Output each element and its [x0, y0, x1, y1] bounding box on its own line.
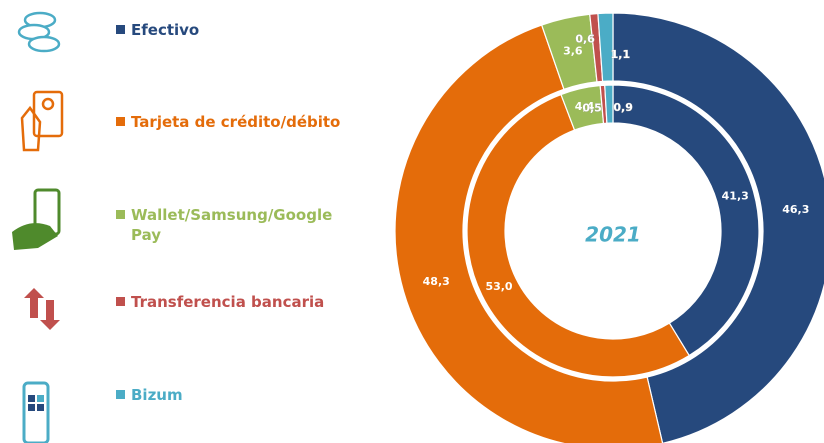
legend-item: Efectivo [116, 20, 366, 40]
donut-slice [394, 24, 664, 443]
legend-item: Wallet/Samsung/Google Pay [116, 205, 366, 245]
legend-swatch [116, 117, 125, 126]
data-label: 0,9 [613, 101, 633, 114]
data-label: 4,4 [575, 100, 595, 113]
data-label: 0,5 [582, 101, 602, 114]
data-label: 3,6 [563, 44, 583, 57]
legend-swatch [116, 390, 125, 399]
legend-swatch [116, 297, 125, 306]
data-label: 1,1 [611, 48, 631, 61]
center-label: 2021 [585, 223, 641, 247]
legend-item: Tarjeta de crédito/débito [116, 112, 366, 132]
donut-slice [612, 84, 760, 357]
legend-label: Transferencia bancaria [131, 293, 325, 311]
legend-label: Bizum [131, 386, 183, 404]
data-label: 53,0 [485, 280, 512, 293]
donut-slice [466, 93, 691, 378]
legend-label: Wallet/Samsung/Google Pay [131, 206, 333, 244]
legend-item: Bizum [116, 385, 366, 405]
bizum-icon [22, 381, 50, 443]
donut-slice [597, 12, 614, 82]
donut-slice [612, 12, 824, 443]
data-label: 0,6 [575, 33, 595, 46]
card-icon [20, 90, 64, 152]
data-label: 46,3 [782, 203, 809, 216]
phone-icon [12, 188, 61, 250]
donut-slice [604, 84, 614, 124]
legend-item: Transferencia bancaria [116, 292, 366, 312]
legend-swatch [116, 210, 125, 219]
data-label: 41,3 [722, 190, 749, 203]
legend-label: Efectivo [131, 21, 200, 39]
data-label: 48,3 [423, 275, 450, 288]
legend-swatch [116, 25, 125, 34]
coins-icon [17, 11, 61, 53]
transfer-icon [24, 288, 60, 330]
legend-label: Tarjeta de crédito/débito [131, 113, 341, 131]
